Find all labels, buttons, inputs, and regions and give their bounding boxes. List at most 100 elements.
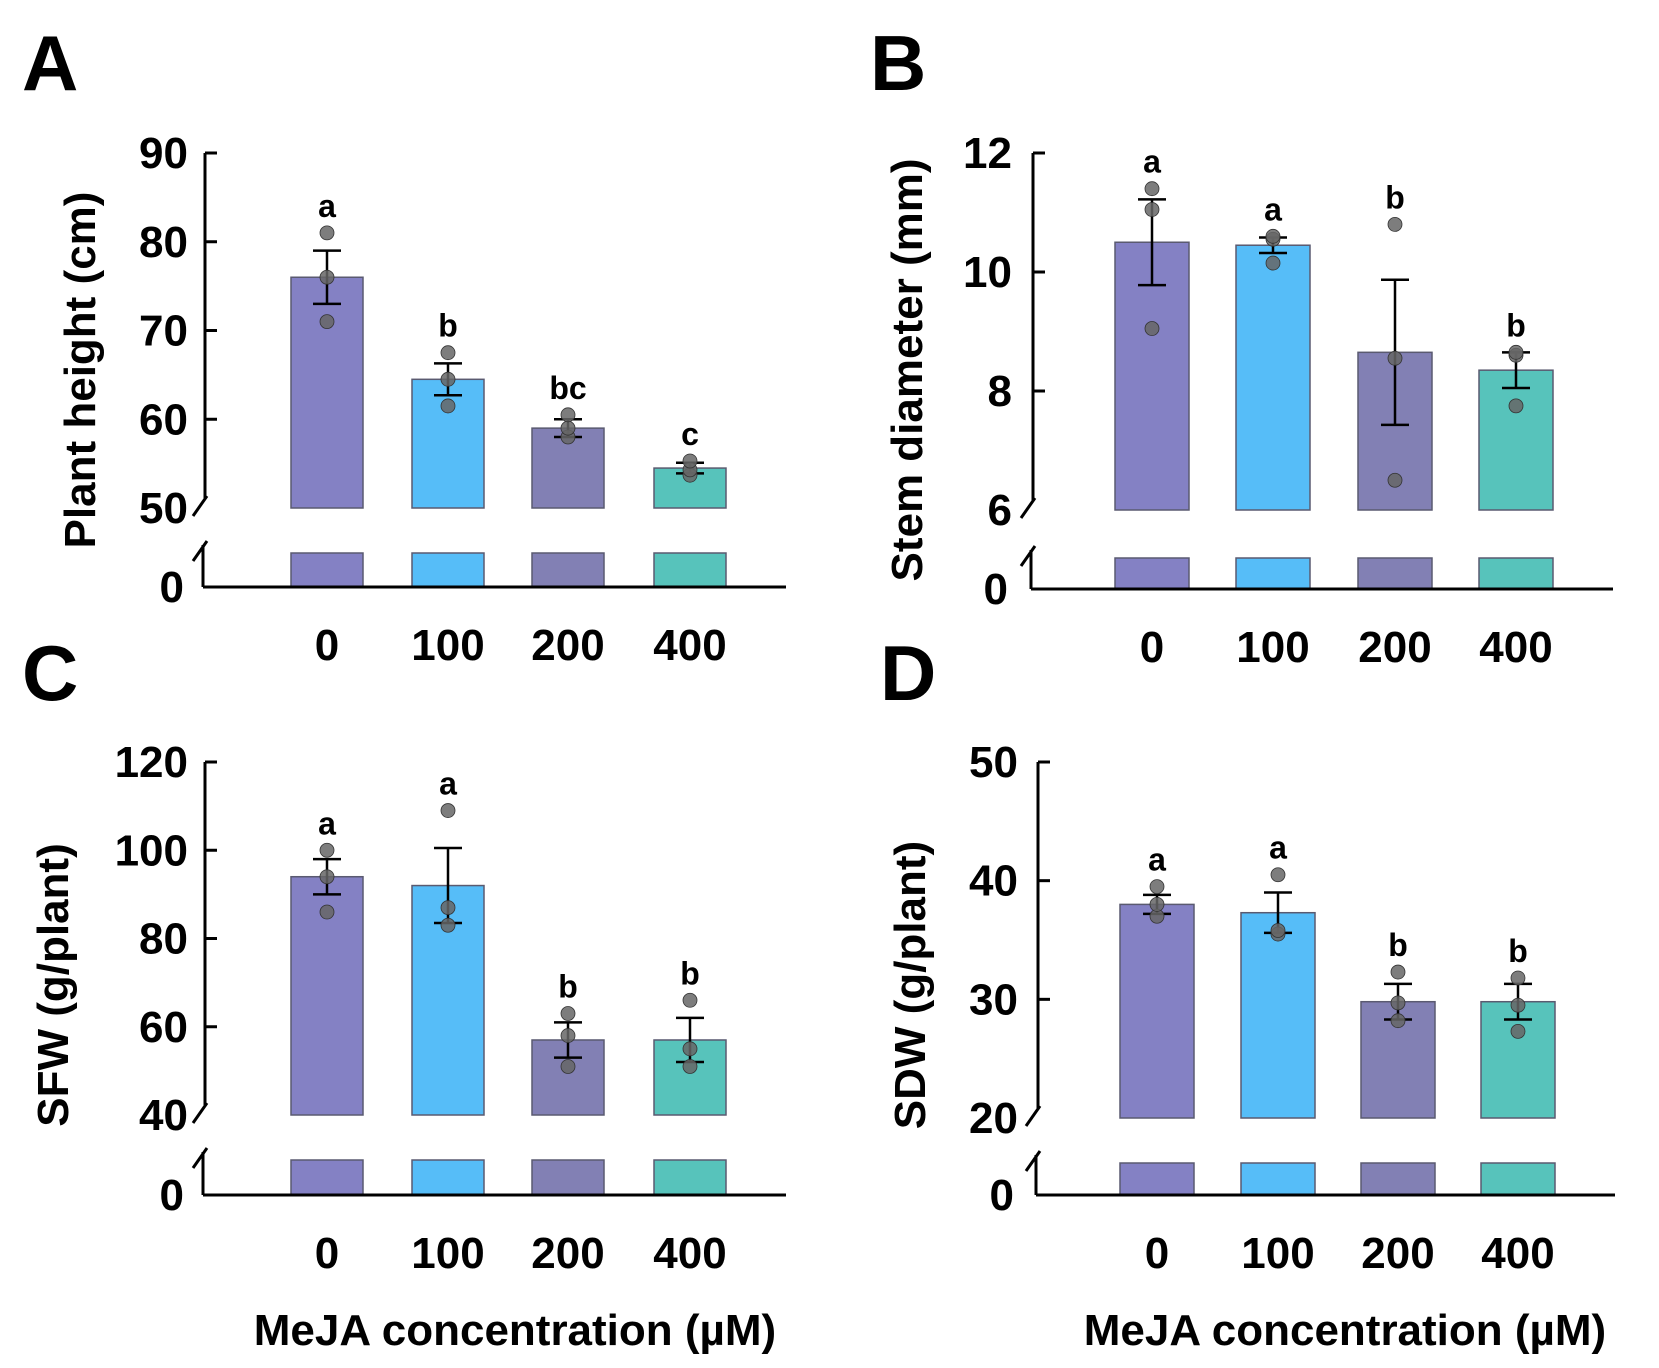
panel-c-x-tick-200: 200 — [531, 1229, 604, 1278]
panel-b-point-0-2 — [1144, 181, 1160, 197]
panel-c-x-tick-400: 400 — [653, 1229, 726, 1278]
panel-a-point-0-2 — [319, 225, 335, 241]
panel-c-sig-letter-100: a — [439, 766, 457, 802]
panel-a-bar-0 — [290, 276, 364, 509]
panel-b-axis-break-lower — [1019, 545, 1037, 567]
panel-b-y-tick-6: 6 — [988, 486, 1012, 535]
panel-c-x-tick-0: 0 — [315, 1229, 339, 1278]
panel-a-point-200-1 — [560, 420, 576, 436]
panel-a-y-tick-zero: 0 — [160, 563, 184, 612]
panel-b-y-tick-10: 10 — [963, 248, 1012, 297]
panel-b-y-tick-zero: 0 — [984, 565, 1008, 614]
panel-c-bar-base-400 — [653, 1159, 727, 1196]
panel-c-sig-letter-0: a — [318, 805, 336, 841]
panel-b-bar-400 — [1478, 369, 1554, 511]
panel-b-sig-letter-400: b — [1506, 307, 1526, 343]
panel-d-point-0-2 — [1149, 879, 1165, 894]
panel-letter-a: A — [22, 19, 78, 107]
panel-c-y-tick-120: 120 — [115, 738, 188, 787]
panel-d-bar-400 — [1480, 1000, 1556, 1119]
panel-b-y-tick-8: 8 — [988, 367, 1012, 416]
panel-b-point-100-2 — [1265, 228, 1281, 244]
panel-d-bar-100 — [1240, 911, 1316, 1119]
panel-b-axis-break-upper — [1019, 497, 1037, 519]
panel-c-point-100-2 — [440, 803, 456, 818]
panel-b-bar-base-0 — [1114, 557, 1190, 590]
panel-c-sig-letter-400: b — [680, 955, 700, 991]
panel-c-y-tick-60: 60 — [139, 1003, 188, 1052]
panel-b-chart: a 0 a 100 b 200 b 400 12 10 8 6 0 Stem diameter (mm) — [883, 129, 1613, 672]
panel-d-point-200-1 — [1390, 995, 1406, 1011]
panel-c-point-100-0 — [440, 917, 456, 933]
panel-b-sig-letter-100: a — [1264, 191, 1282, 227]
panel-d-x-tick-200: 200 — [1361, 1229, 1434, 1278]
panel-c-point-200-0 — [560, 1059, 576, 1074]
panel-d-bar-0 — [1119, 903, 1195, 1119]
panel-d-sig-letter-100: a — [1269, 830, 1287, 866]
panel-b-bar-base-200 — [1357, 557, 1433, 590]
panel-a-y-tick-50: 50 — [139, 484, 188, 533]
x-axis-title-left: MeJA concentration (µM) — [254, 1306, 776, 1355]
panel-a-y-tick-70: 70 — [139, 307, 188, 356]
panel-d-y-tick-30: 30 — [969, 975, 1018, 1024]
panel-c-point-100-1 — [440, 900, 456, 916]
panel-a-y-tick-60: 60 — [139, 395, 188, 444]
panel-d-sig-letter-0: a — [1148, 842, 1166, 878]
panel-a-axis-break-lower — [191, 540, 209, 562]
panel-d-sig-letter-400: b — [1508, 933, 1528, 969]
panel-a-sig-letter-200: bc — [549, 370, 586, 406]
panel-d-point-100-2 — [1270, 867, 1286, 883]
panel-letter-b: B — [870, 19, 926, 107]
panel-c-point-200-1 — [560, 1028, 576, 1043]
panel-c-point-200-2 — [560, 1006, 576, 1021]
panel-a-point-0-0 — [319, 314, 335, 330]
panel-d-point-400-1 — [1510, 997, 1526, 1013]
panel-c-bar-base-100 — [411, 1159, 485, 1196]
panel-c-y-tick-zero: 0 — [160, 1171, 184, 1220]
panel-c-point-0-2 — [319, 842, 335, 858]
panel-a-sig-letter-100: b — [438, 308, 458, 344]
panel-a-point-100-2 — [440, 345, 456, 361]
panel-c-y-tick-100: 100 — [115, 826, 188, 875]
panel-d-point-0-1 — [1149, 897, 1165, 912]
panel-d-x-tick-100: 100 — [1241, 1229, 1314, 1278]
panel-c-bar-base-200 — [531, 1159, 605, 1196]
panel-letter-d: D — [880, 629, 936, 717]
panel-b-bar-100 — [1235, 244, 1311, 511]
panel-c-y-axis-title: SFW (g/plant) — [29, 843, 78, 1127]
panel-b-point-400-0 — [1508, 398, 1524, 414]
panel-d-point-400-2 — [1510, 970, 1526, 986]
panel-c-sig-letter-200: b — [558, 969, 578, 1005]
panel-d-point-400-0 — [1510, 1023, 1526, 1039]
panel-d-y-axis-title: SDW (g/plant) — [886, 841, 935, 1129]
panel-d-bar-base-100 — [1240, 1162, 1316, 1196]
panel-a-x-tick-200: 200 — [531, 621, 604, 670]
panel-a-point-100-1 — [440, 371, 456, 387]
panel-a-x-tick-100: 100 — [411, 621, 484, 670]
panel-d-y-tick-40: 40 — [969, 857, 1018, 906]
panel-b-point-400-2 — [1508, 344, 1524, 360]
panel-c-point-0-0 — [319, 904, 335, 920]
panel-a-y-axis-title: Plant height (cm) — [56, 192, 105, 549]
panel-d-axis-break-lower — [1024, 1150, 1042, 1172]
panel-a-axis-break-upper — [191, 495, 209, 517]
panel-c-bar-base-0 — [290, 1159, 364, 1196]
panel-a-point-400-2 — [682, 453, 698, 469]
panel-c-point-0-1 — [319, 869, 335, 885]
panel-c-axis-break-lower — [191, 1147, 209, 1169]
panel-b-x-tick-200: 200 — [1358, 623, 1431, 672]
panel-a-x-tick-400: 400 — [653, 621, 726, 670]
panel-d-bar-base-400 — [1480, 1162, 1556, 1196]
panel-a-sig-letter-400: c — [681, 416, 699, 452]
panel-a-y-tick-90: 90 — [139, 129, 188, 178]
panel-d-x-tick-400: 400 — [1481, 1229, 1554, 1278]
panel-c-point-400-1 — [682, 1041, 698, 1057]
panel-b-x-tick-0: 0 — [1140, 623, 1164, 672]
panel-d-point-200-2 — [1390, 964, 1406, 980]
panel-d-y-tick-20: 20 — [969, 1094, 1018, 1143]
panel-d-point-100-1 — [1270, 923, 1286, 938]
panel-a-point-200-2 — [560, 407, 576, 423]
panel-d-x-tick-0: 0 — [1145, 1229, 1169, 1278]
